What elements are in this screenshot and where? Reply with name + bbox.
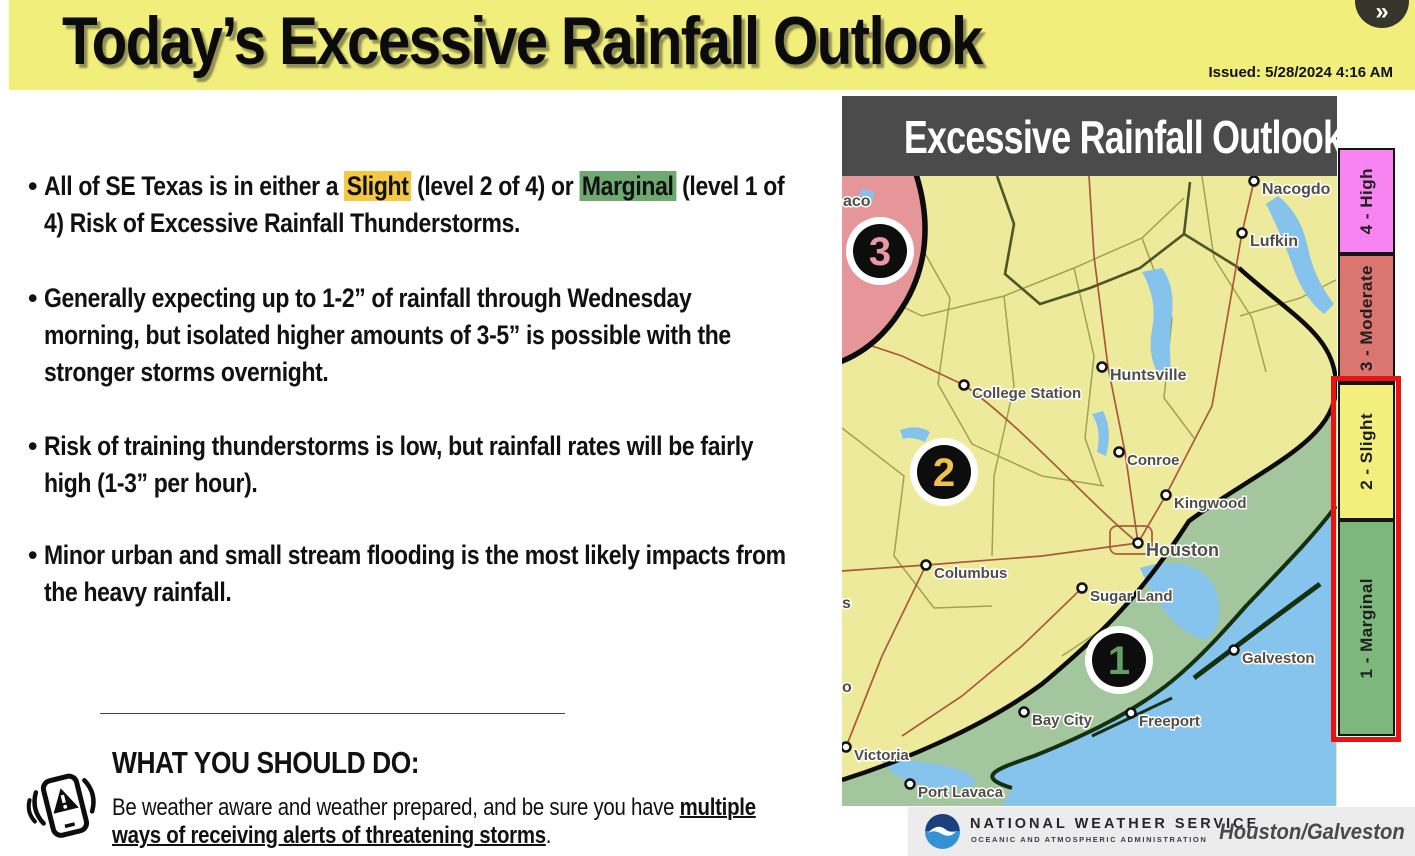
city-marker (904, 778, 916, 790)
city-label: Freeport (1139, 713, 1200, 730)
what-to-do-heading: WHAT YOU SHOULD DO: (112, 745, 420, 780)
expand-button[interactable]: » (1355, 0, 1409, 28)
city-label: Nacogdo (1262, 181, 1331, 198)
highlight-marginal: Marginal (579, 171, 677, 201)
header-band (9, 0, 1415, 90)
map-title: Excessive Rainfall Outlook (903, 111, 1343, 163)
bullet-item: • All of SE Texas is in either a Slight (… (28, 171, 785, 238)
legend-box-marginal: 1 - Marginal (1338, 520, 1395, 736)
city-label: Columbus (934, 565, 1007, 582)
city-marker (842, 741, 852, 753)
issued-timestamp: Issued: 5/28/2024 4:16 AM (1208, 64, 1393, 81)
noaa-logo (925, 814, 960, 849)
highlight-slight: Slight (344, 171, 412, 201)
footer-bar: NATIONAL WEATHER SERVICE OCEANIC AND ATM… (908, 807, 1415, 856)
outlook-map: Nacogdo Lufkin Huntsville College Station Co… (842, 176, 1337, 806)
nws-subtitle: OCEANIC AND ATMOSPHERIC ADMINISTRATION (971, 835, 1208, 844)
map-title-bar: Excessive Rainfall Outlook (842, 96, 1343, 176)
city-marker (1018, 706, 1030, 718)
bullet-item: • Minor urban and small stream flooding i… (28, 540, 786, 607)
nws-wordmark: NATIONAL WEATHER SERVICE (970, 816, 1260, 832)
city-label-partial: o (842, 679, 852, 696)
legend-box-slight: 2 - Slight (1338, 383, 1395, 520)
what-to-do-text: Be weather aware and weather prepared, a… (112, 794, 775, 850)
chevron-right-icon: » (1375, 0, 1389, 25)
risk-badge-2: 2 (910, 438, 978, 506)
svg-text:2: 2 (933, 451, 955, 495)
city-marker (1236, 227, 1248, 239)
county-lines (842, 176, 1337, 657)
city-marker (1076, 582, 1088, 594)
legend-label-marginal: 1 - Marginal (1356, 577, 1376, 679)
city-marker (958, 379, 970, 391)
city-label: Lufkin (1250, 233, 1298, 250)
legend-label-high: 4 - High (1356, 167, 1376, 235)
risk-boundary-moderate (842, 176, 928, 365)
page-title: Today’s Excessive Rainfall Outlook (62, 3, 984, 79)
city-label: Kingwood (1174, 495, 1246, 512)
city-label: Victoria (854, 747, 909, 764)
legend-label-slight: 2 - Slight (1356, 413, 1376, 490)
bullet-item: • Risk of training thunderstorms is low, … (28, 431, 754, 498)
legend-box-high: 4 - High (1338, 148, 1395, 254)
city-label: Conroe (1127, 452, 1180, 469)
what-to-do-emphasis: multiple ways of receiving alerts of thr… (112, 794, 756, 849)
city-label: Galveston (1242, 650, 1315, 667)
risk-boundary-marginal (842, 266, 1337, 783)
city-label: College Station (972, 385, 1081, 402)
city-marker (920, 559, 932, 571)
risk-badge-3: 3 (846, 217, 914, 285)
what-to-do-post: . (545, 822, 552, 849)
city-label-partial: s (842, 595, 851, 612)
city-marker (1228, 644, 1240, 656)
city-label: Bay City (1032, 712, 1093, 729)
barrier-island (1192, 581, 1322, 680)
city-label: Huntsville (1110, 367, 1187, 384)
divider (100, 713, 565, 714)
coastline (990, 504, 1337, 790)
city-marker (1096, 361, 1108, 373)
city-marker (1248, 176, 1260, 187)
cwa-boundary (995, 176, 1240, 306)
city-label-partial: aco (843, 193, 871, 210)
city-marker (1113, 446, 1125, 458)
city-label: Houston (1146, 540, 1219, 560)
city-marker (1132, 537, 1144, 549)
city-marker (1125, 707, 1137, 719)
city-label: Sugar Land (1090, 588, 1173, 605)
svg-text:3: 3 (869, 230, 891, 274)
what-to-do-pre: Be weather aware and weather prepared, a… (112, 794, 680, 821)
gulf-water (882, 506, 1336, 806)
city-marker (1160, 489, 1172, 501)
bullet-item: • Generally expecting up to 1-2” of rainf… (28, 283, 731, 387)
phone-alert-icon (26, 773, 96, 838)
map-panel: Excessive Rainfall Outlook (842, 96, 1343, 806)
legend-label-moderate: 3 - Moderate (1356, 265, 1376, 372)
svg-text:1: 1 (1108, 639, 1130, 683)
legend-box-moderate: 3 - Moderate (1338, 254, 1395, 383)
city-label: Port Lavaca (918, 784, 1004, 801)
risk-badge-1: 1 (1085, 626, 1153, 694)
office-name: Houston/Galveston (1219, 819, 1405, 844)
